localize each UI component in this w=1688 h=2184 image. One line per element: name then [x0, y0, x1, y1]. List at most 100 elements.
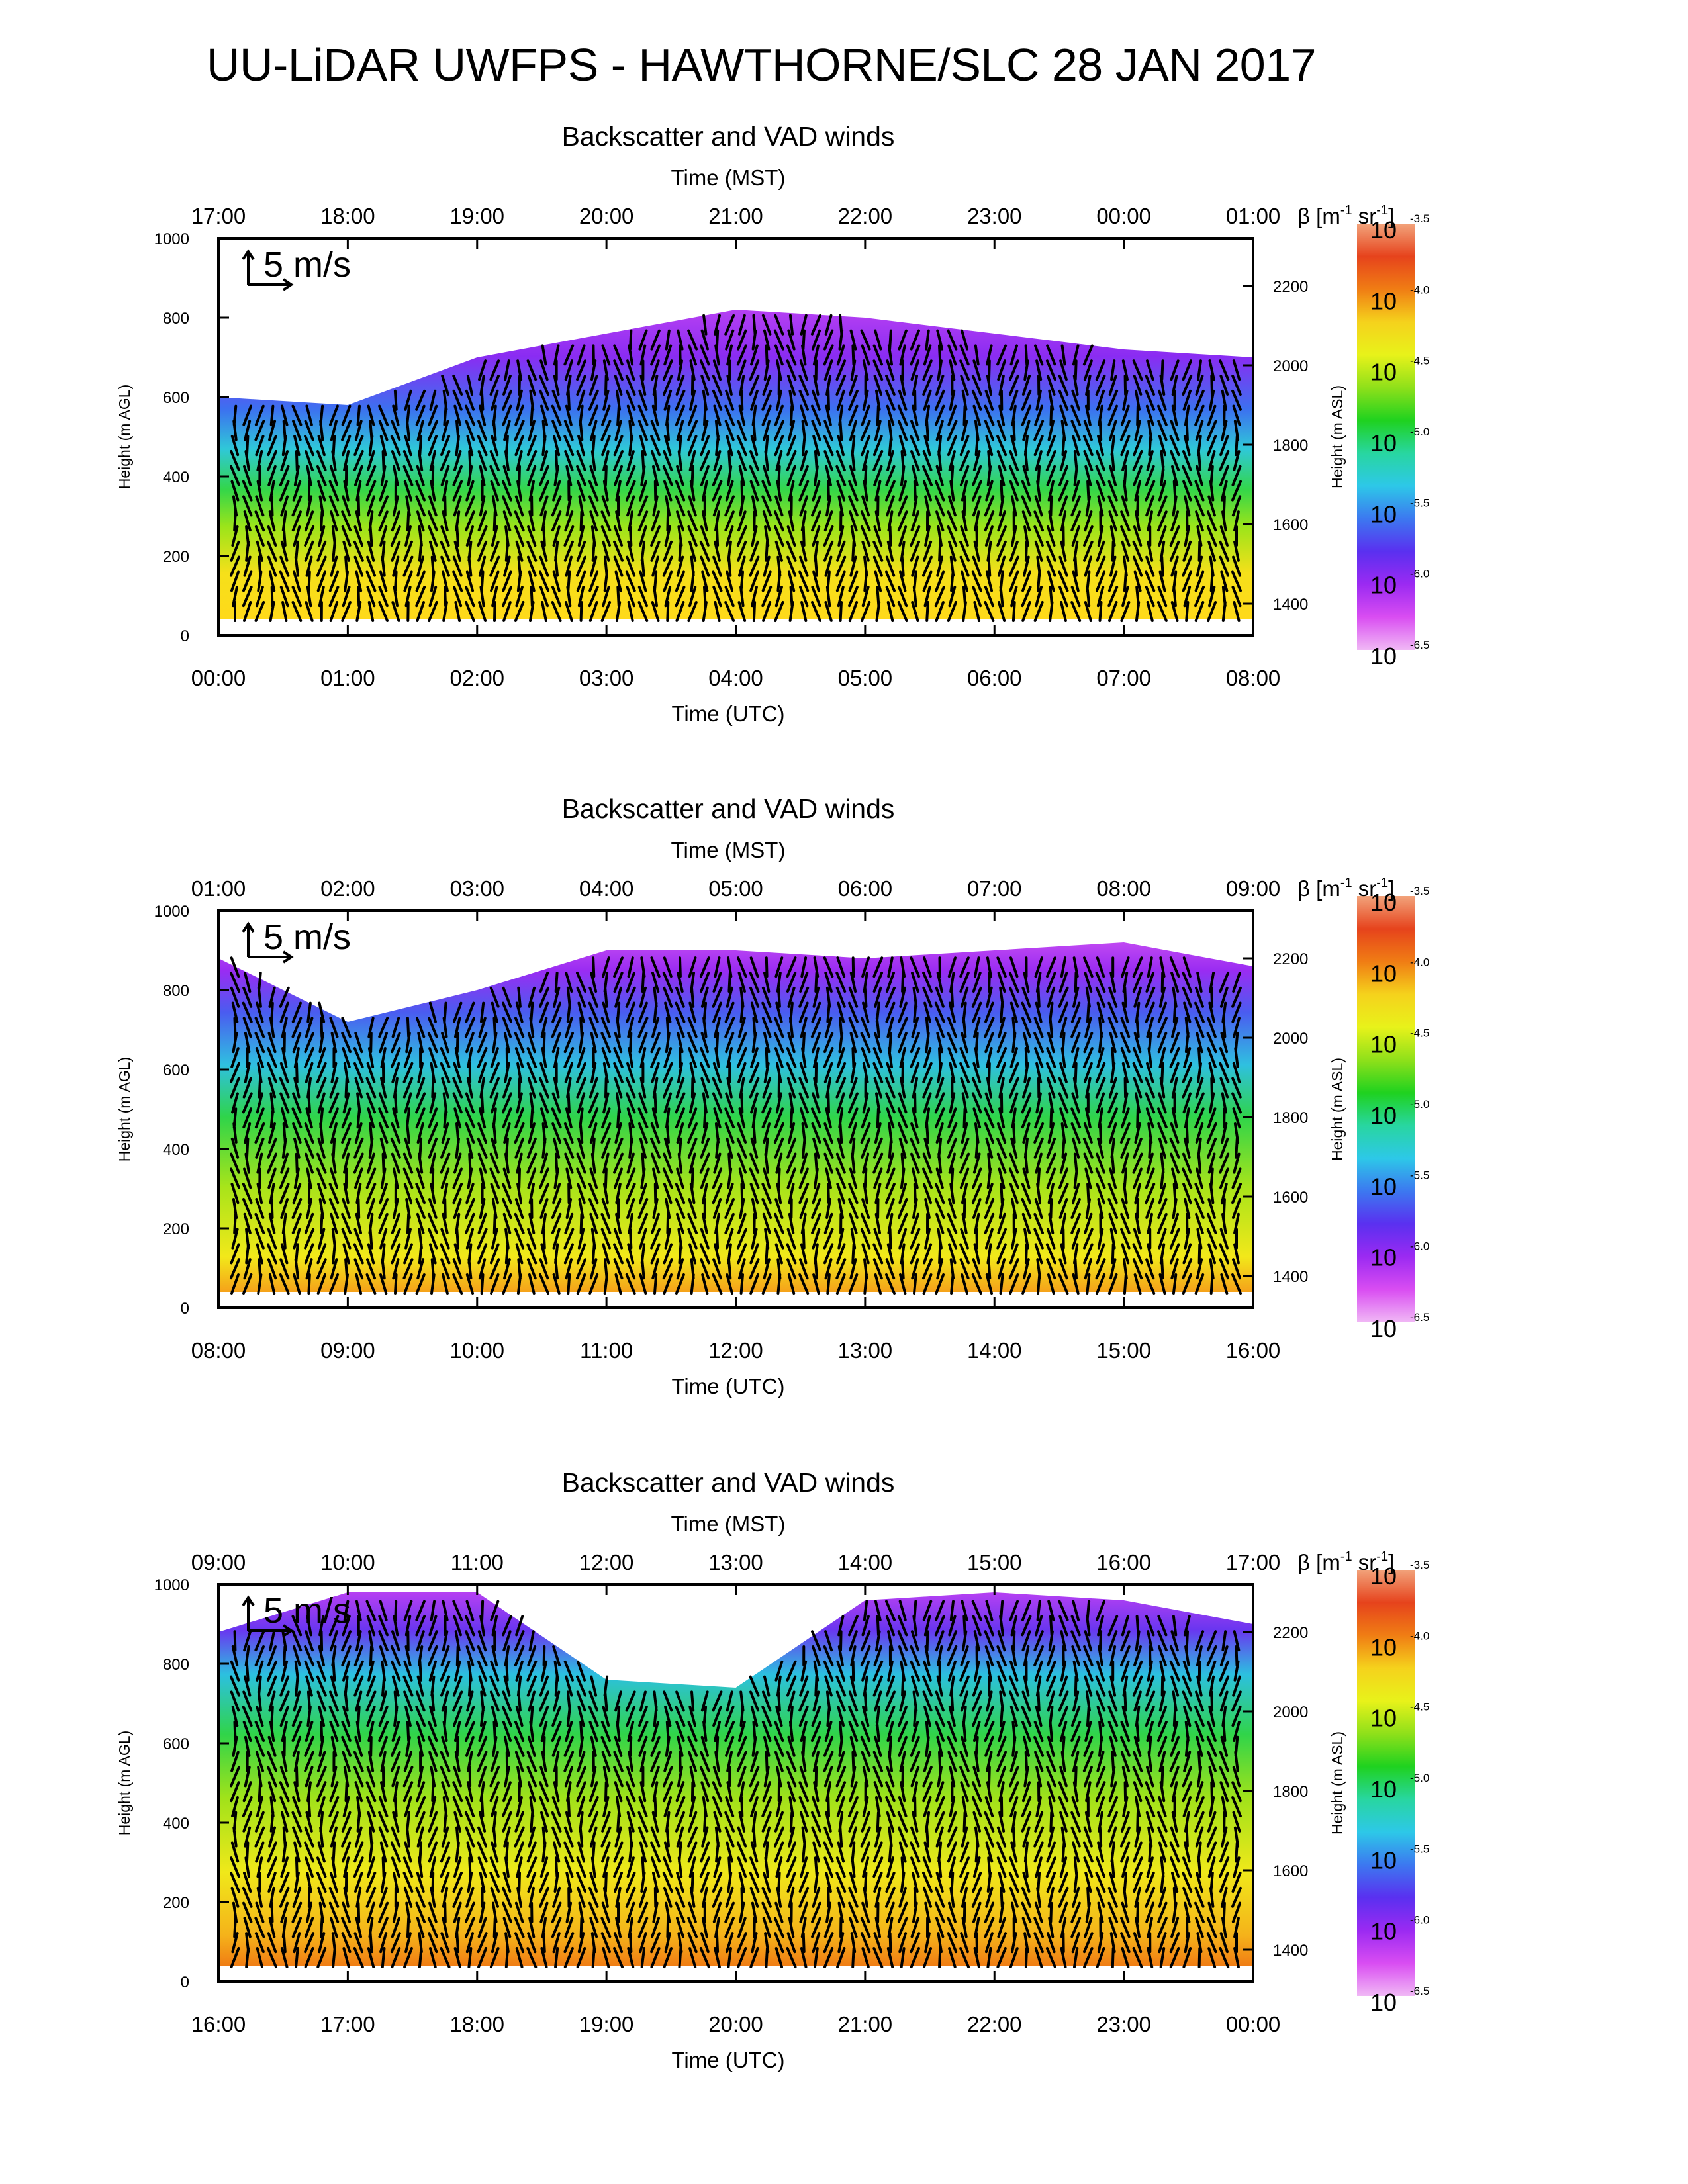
y-tick-label: 0 — [181, 1300, 189, 1318]
wind-vector — [452, 1001, 463, 1295]
wind-vector — [402, 389, 414, 622]
wind-vector — [600, 1675, 612, 1968]
top-tick-label: 11:00 — [451, 1550, 504, 1574]
wind-vector — [242, 972, 253, 1295]
y-tick-label: 800 — [163, 982, 189, 1000]
right-y-tick-label: 2000 — [1273, 1030, 1308, 1048]
colorbar-tick-base: 10 — [1370, 572, 1397, 599]
y-tick-label: 400 — [163, 1815, 189, 1833]
colorbar-tick-base: 10 — [1370, 500, 1397, 527]
wind-vector — [242, 1630, 253, 1968]
panel-2: Backscatter and VAD winds Time (MST) 5 m/s… — [116, 794, 1429, 1398]
wind-vector — [1156, 359, 1168, 622]
panel-title: Backscatter and VAD winds — [562, 794, 895, 824]
wind-vector — [378, 1600, 389, 1968]
y-axis-title: Height (m AGL) — [116, 1731, 133, 1836]
wind-vector — [1021, 344, 1032, 622]
wind-vector — [699, 314, 710, 622]
scale-arrow — [242, 249, 294, 291]
wind-vector — [823, 314, 834, 622]
wind-vector — [279, 1630, 290, 1968]
top-tick-label: 20:00 — [579, 204, 634, 228]
wind-vector — [1033, 956, 1045, 1295]
wind-vector — [576, 972, 586, 1295]
wind-vector — [464, 375, 475, 622]
wind-vector — [736, 1690, 747, 1968]
wind-vector — [316, 404, 327, 622]
wind-vector — [1095, 359, 1106, 622]
wind-vector — [365, 1017, 377, 1295]
top-tick-label: 14:00 — [838, 1550, 893, 1574]
wind-vector — [576, 344, 586, 622]
colorbar-tick-exponent: -3.5 — [1410, 1559, 1429, 1571]
wind-vector — [637, 956, 649, 1295]
wind-vector — [1206, 972, 1217, 1295]
wind-vector — [390, 1017, 401, 1295]
wind-vector — [588, 1675, 599, 1968]
wind-vector — [749, 1675, 760, 1968]
wind-vector — [1194, 972, 1205, 1295]
right-y-tick-label: 1800 — [1273, 1783, 1308, 1801]
wind-vector — [786, 1660, 797, 1968]
right-y-tick-label: 1600 — [1273, 516, 1308, 534]
wind-vector — [872, 329, 884, 622]
wind-vector — [477, 359, 488, 622]
x-tick-label: 09:00 — [320, 1338, 375, 1363]
top-tick-label: 12:00 — [579, 1550, 634, 1574]
colorbar-tick-base: 10 — [1370, 1102, 1397, 1129]
wind-vector — [279, 404, 290, 622]
wind-vector — [1070, 344, 1082, 622]
colorbar-tick-exponent: -5.5 — [1410, 1843, 1429, 1855]
top-tick-label: 22:00 — [838, 204, 893, 228]
colorbar-tick-base: 10 — [1370, 1776, 1397, 1803]
wind-vector — [1095, 1600, 1106, 1968]
wind-vector — [971, 1600, 982, 1968]
wind-vector — [699, 1690, 710, 1968]
right-y-tick-label: 2000 — [1273, 1704, 1308, 1721]
x-tick-label: 04:00 — [708, 666, 763, 690]
wind-vector — [415, 1017, 426, 1295]
x-tick-label: 03:00 — [579, 666, 634, 690]
wind-vector — [502, 359, 512, 622]
wind-vector — [353, 404, 364, 622]
colorbar-tick-base: 10 — [1370, 216, 1397, 244]
top-axis-title: Time (MST) — [671, 838, 786, 862]
panel-title: Backscatter and VAD winds — [562, 1467, 895, 1498]
wind-vector — [230, 956, 240, 1295]
wind-vector — [514, 359, 525, 622]
wind-vector — [798, 1645, 810, 1968]
x-tick-label: 07:00 — [1096, 666, 1151, 690]
colorbar-tick-exponent: -5.0 — [1410, 1772, 1429, 1784]
wind-vector — [526, 986, 538, 1295]
wind-vector — [539, 344, 549, 622]
wind-vector — [291, 404, 303, 622]
y-tick-label: 600 — [163, 1735, 189, 1753]
wind-vector — [501, 986, 512, 1295]
wind-vector — [1107, 1615, 1119, 1968]
wind-vector — [489, 359, 500, 622]
top-tick-label: 01:00 — [191, 876, 246, 901]
scale-label: 5 m/s — [263, 917, 351, 957]
wind-vector — [1082, 1600, 1094, 1968]
wind-vector — [353, 1600, 364, 1968]
top-tick-label: 13:00 — [708, 1550, 763, 1574]
wind-vector — [675, 956, 686, 1295]
wind-vector — [786, 956, 797, 1295]
wind-vector — [440, 1600, 451, 1968]
colorbar-tick-exponent: -4.5 — [1410, 1701, 1429, 1713]
right-y-tick-label: 2200 — [1273, 278, 1308, 296]
wind-vector — [1008, 956, 1019, 1295]
x-tick-label: 16:00 — [191, 2012, 246, 2036]
wind-vector — [267, 986, 277, 1295]
x-tick-label: 14:00 — [967, 1338, 1022, 1363]
wind-vector — [823, 1630, 834, 1968]
top-tick-label: 07:00 — [967, 876, 1022, 901]
x-tick-label: 13:00 — [838, 1338, 893, 1363]
wind-vector — [304, 404, 315, 622]
wind-vector — [390, 389, 401, 622]
wind-vector — [637, 329, 649, 622]
y-tick-label: 0 — [181, 1974, 189, 1991]
y-tick-label: 1000 — [154, 903, 189, 921]
x-tick-label: 21:00 — [838, 2012, 893, 2036]
main-title: UU-LiDAR UWFPS - HAWTHORNE/SLC 28 JAN 20… — [206, 39, 1317, 91]
